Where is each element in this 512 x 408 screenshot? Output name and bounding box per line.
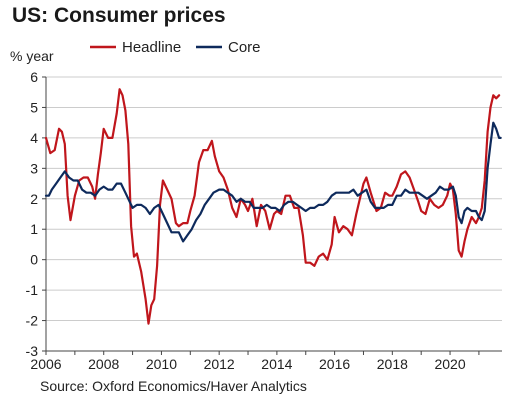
y-tick-label: -2 [26, 313, 39, 329]
y-axis-unit-label: % year [10, 48, 54, 64]
x-tick-label: 2020 [434, 356, 465, 372]
y-tick-label: 1 [30, 221, 38, 237]
x-tick-label: 2008 [88, 356, 119, 372]
source-note: Source: Oxford Economics/Haver Analytics [40, 378, 307, 394]
y-tick-label: 0 [30, 252, 38, 268]
x-tick-labels: 2006 2008 2010 2012 2014 2016 2018 2020 [30, 356, 465, 372]
y-tick-label: -3 [26, 343, 39, 359]
x-tick-label: 2016 [319, 356, 350, 372]
series-line-headline [44, 88, 501, 325]
legend-label-core: Core [228, 39, 261, 56]
gridlines [46, 76, 502, 322]
y-tick-label: 3 [30, 160, 38, 176]
axes [42, 76, 502, 355]
legend: Headline Core [90, 39, 261, 56]
series-line-core [44, 121, 502, 243]
y-tick-label: 4 [30, 130, 38, 146]
x-tick-label: 2006 [30, 356, 61, 372]
y-tick-labels: -3 -2 -1 0 1 2 3 4 5 6 [26, 69, 39, 359]
x-tick-label: 2010 [146, 356, 177, 372]
legend-label-headline: Headline [122, 39, 181, 56]
y-tick-label: 2 [30, 191, 38, 207]
chart-title: US: Consumer prices [12, 4, 226, 27]
x-tick-label: 2014 [261, 356, 292, 372]
y-tick-label: -1 [26, 282, 39, 298]
x-tick-label: 2018 [377, 356, 408, 372]
series-lines [44, 88, 502, 325]
y-tick-label: 6 [30, 69, 38, 85]
x-tick-label: 2012 [204, 356, 235, 372]
y-tick-label: 5 [30, 99, 38, 115]
